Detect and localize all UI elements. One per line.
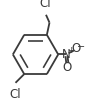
Text: +: + — [68, 46, 75, 56]
Text: Cl: Cl — [39, 0, 51, 10]
Text: N: N — [62, 48, 71, 61]
Text: Cl: Cl — [9, 88, 21, 100]
Text: O: O — [71, 42, 81, 55]
Text: −: − — [77, 42, 85, 52]
Text: O: O — [63, 61, 72, 74]
